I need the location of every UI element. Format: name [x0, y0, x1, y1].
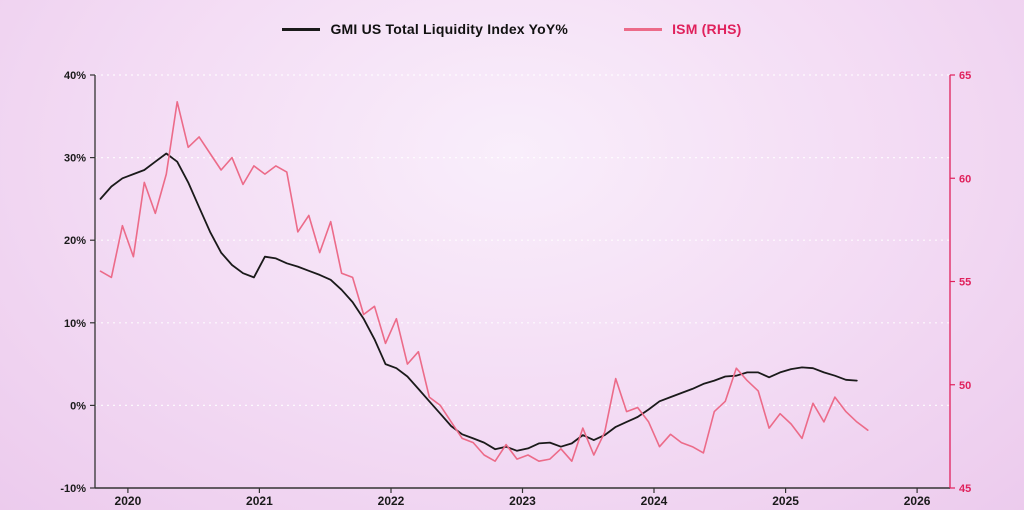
left-tick-label: 10% [64, 318, 86, 330]
x-tick-label: 2023 [509, 494, 536, 508]
x-tick-label: 2021 [246, 494, 273, 508]
gmi-liquidity-line [99, 152, 858, 452]
left-tick-label: 30% [64, 153, 86, 165]
right-tick-label: 50 [959, 380, 971, 392]
right-tick-label: 65 [959, 70, 971, 82]
legend-label-ism: ISM (RHS) [672, 21, 742, 37]
x-tick-label: 2022 [378, 494, 405, 508]
legend-item-gmi[interactable]: GMI US Total Liquidity Index YoY% [282, 21, 568, 37]
legend-label-gmi: GMI US Total Liquidity Index YoY% [330, 21, 569, 37]
x-tick-label: 2026 [904, 494, 931, 508]
right-tick-label: 55 [959, 277, 971, 289]
right-tick-label: 60 [959, 173, 971, 185]
gmi-line-swatch [282, 27, 321, 31]
x-tick-label: 2020 [115, 494, 142, 508]
ism-line [99, 101, 869, 463]
left-tick-label: -10% [60, 483, 86, 495]
x-tick-label: 2024 [641, 494, 668, 508]
left-tick-label: 0% [70, 400, 86, 412]
left-tick-label: 20% [64, 235, 86, 247]
legend: GMI US Total Liquidity Index YoY% ISM (R… [0, 0, 1024, 37]
left-tick-label: 40% [64, 70, 86, 82]
right-tick-label: 45 [959, 483, 971, 495]
ism-line-swatch [624, 27, 663, 31]
x-tick-label: 2025 [772, 494, 799, 508]
legend-item-ism[interactable]: ISM (RHS) [624, 21, 741, 37]
